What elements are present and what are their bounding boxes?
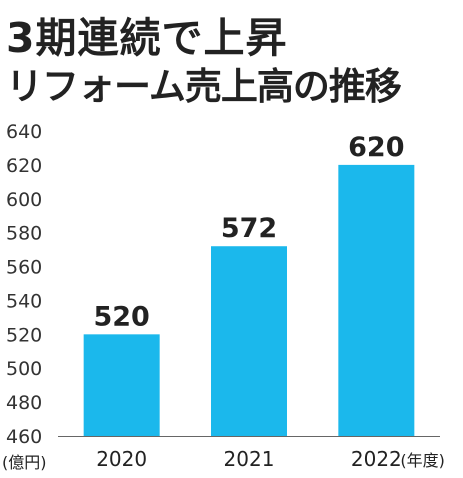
- bar-2021: [211, 246, 287, 436]
- chart-title-line-2: リフォーム売上高の推移: [6, 65, 402, 108]
- y-tick-label: 520: [6, 324, 42, 346]
- x-axis-unit-label: (年度): [400, 451, 445, 470]
- x-axis: 2020 2021 2022(年度): [58, 436, 445, 471]
- y-tick-label: 540: [6, 290, 42, 312]
- chart-title-line-1: 3期連続で上昇: [6, 14, 288, 62]
- data-label-2020: 520: [93, 301, 149, 332]
- y-axis: 460 480 500 520 540 560 580 600 620 640: [6, 121, 42, 448]
- bar-2022: [338, 164, 415, 436]
- y-tick-label: 560: [6, 257, 42, 279]
- data-label-2022: 620: [348, 132, 404, 163]
- y-tick-label: 460: [6, 426, 42, 448]
- y-tick-label: 620: [6, 155, 42, 177]
- bar-2020: [83, 334, 160, 436]
- data-label-2021: 572: [221, 213, 277, 244]
- bars-group: 520 572 620: [83, 132, 415, 436]
- y-tick-label: 600: [6, 189, 42, 211]
- y-tick-label: 580: [6, 223, 42, 245]
- y-tick-label: 640: [6, 121, 42, 143]
- y-tick-label: 500: [6, 358, 42, 380]
- x-tick-label-2022: 2022: [351, 447, 402, 471]
- x-tick-label-2021: 2021: [224, 447, 275, 471]
- y-tick-label: 480: [6, 392, 42, 414]
- x-tick-label-2020: 2020: [96, 447, 147, 471]
- y-axis-unit-label: (億円): [2, 453, 47, 472]
